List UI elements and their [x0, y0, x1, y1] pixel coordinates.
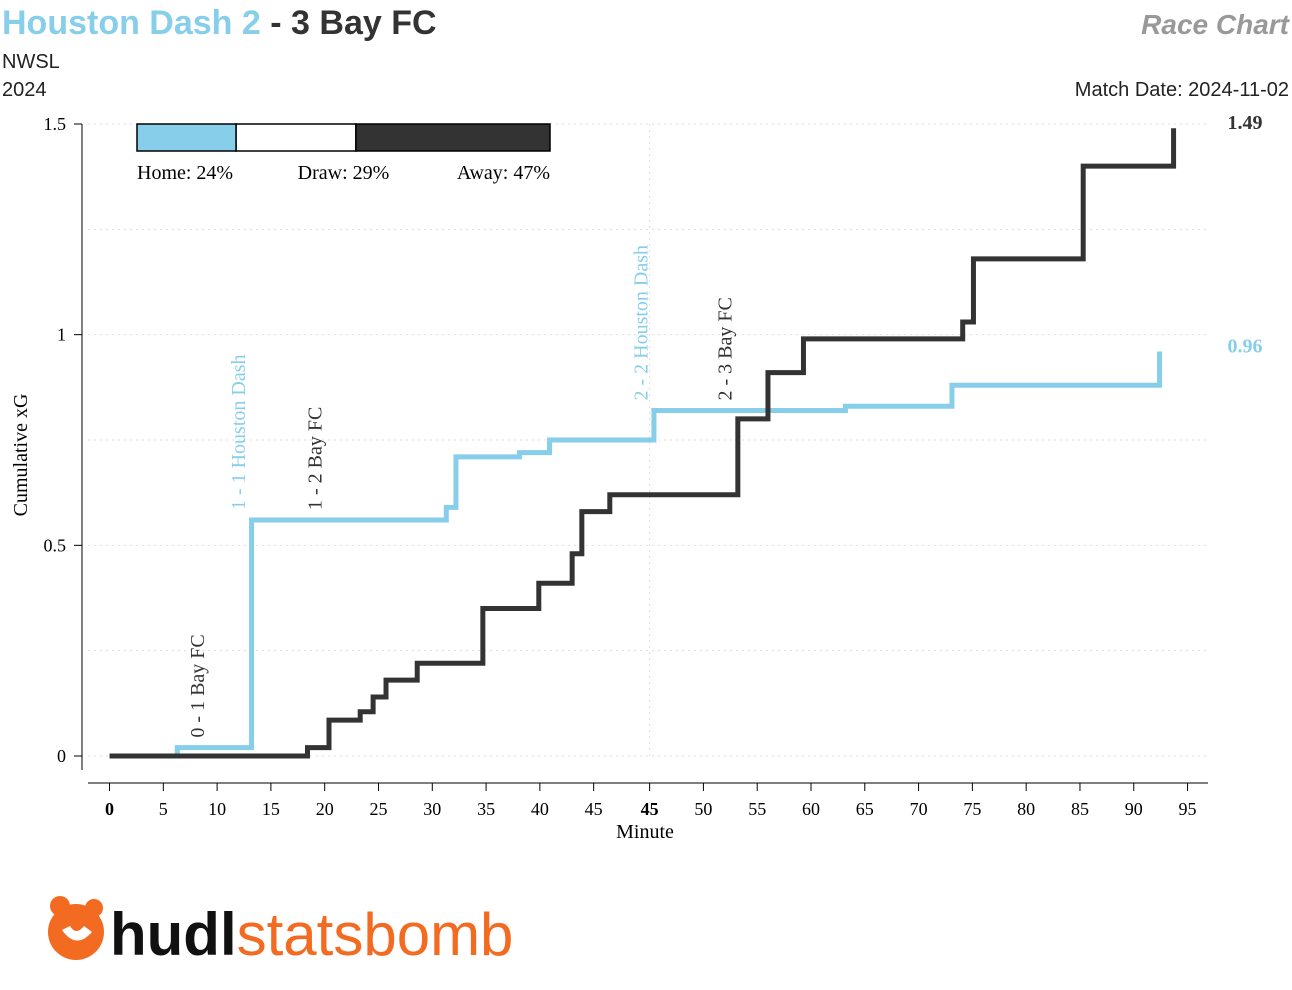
- y-tick-label: 1.5: [44, 114, 67, 134]
- x-tick-label: 85: [1071, 799, 1089, 819]
- logo-icon: [62, 926, 92, 941]
- x-tick-label: 35: [477, 799, 495, 819]
- away-title: - 3 Bay FC: [270, 4, 436, 42]
- goal-annotation: 2 - 2 Houston Dash: [630, 245, 652, 401]
- goal-annotation: 2 - 3 Bay FC: [714, 297, 736, 400]
- y-tick-label: 1: [57, 325, 66, 345]
- goal-annotation: 0 - 1 Bay FC: [187, 634, 209, 737]
- step-line: [109, 128, 1177, 759]
- logo-icon: [50, 896, 70, 916]
- x-tick-label: 0: [105, 799, 114, 819]
- logo: hudlstatsbomb: [48, 896, 513, 968]
- x-tick-label: 50: [694, 799, 712, 819]
- x-tick-label: 55: [748, 799, 766, 819]
- league: NWSL: [2, 51, 60, 73]
- home-title: Houston Dash 2: [2, 4, 261, 42]
- x-tick-label: 95: [1179, 799, 1197, 819]
- logo-statsbomb: statsbomb: [237, 901, 514, 968]
- x-tick-label: 30: [423, 799, 441, 819]
- x-axis-label: Minute: [616, 821, 674, 843]
- end-label: 0.96: [1228, 336, 1263, 358]
- season: 2024: [2, 79, 47, 101]
- x-tick-label: 60: [802, 799, 820, 819]
- probability-label: Away: 47%: [457, 162, 550, 184]
- logo-text: hudlstatsbomb: [110, 901, 513, 968]
- x-tick-label: 80: [1017, 799, 1035, 819]
- x-tick-label: 70: [910, 799, 928, 819]
- chart-name: Race Chart: [1141, 9, 1291, 40]
- x-tick-label: 40: [531, 799, 549, 819]
- x-tick-label: 45: [585, 799, 603, 819]
- probability-label: Draw: 29%: [298, 162, 390, 184]
- match-date: Match Date: 2024-11-02: [1075, 79, 1289, 101]
- probability-label: Home: 24%: [137, 162, 233, 184]
- x-tick-label: 5: [159, 799, 168, 819]
- logo-hudl: hudl: [110, 901, 237, 968]
- step-line: [109, 351, 1163, 759]
- x-tick-label: 45: [641, 799, 659, 819]
- probability-segment: [136, 123, 237, 152]
- x-tick-label: 15: [262, 799, 280, 819]
- chart-title: Houston Dash 2 - 3 Bay FC: [2, 4, 437, 42]
- y-tick-label: 0: [57, 746, 66, 766]
- y-tick-label: 0.5: [44, 535, 67, 555]
- x-tick-label: 25: [369, 799, 387, 819]
- end-label: 1.49: [1228, 112, 1263, 134]
- x-tick-label: 20: [316, 799, 334, 819]
- logo-icon: [85, 899, 103, 917]
- x-tick-label: 75: [963, 799, 981, 819]
- x-tick-label: 65: [856, 799, 874, 819]
- x-tick-label: 10: [208, 799, 226, 819]
- y-axis-label: Cumulative xG: [10, 394, 32, 517]
- probability-segment: [235, 123, 357, 152]
- goal-annotation: 1 - 2 Bay FC: [304, 407, 326, 510]
- goal-annotation: 1 - 1 Houston Dash: [228, 355, 250, 511]
- x-tick-label: 90: [1125, 799, 1143, 819]
- probability-segment: [355, 123, 551, 152]
